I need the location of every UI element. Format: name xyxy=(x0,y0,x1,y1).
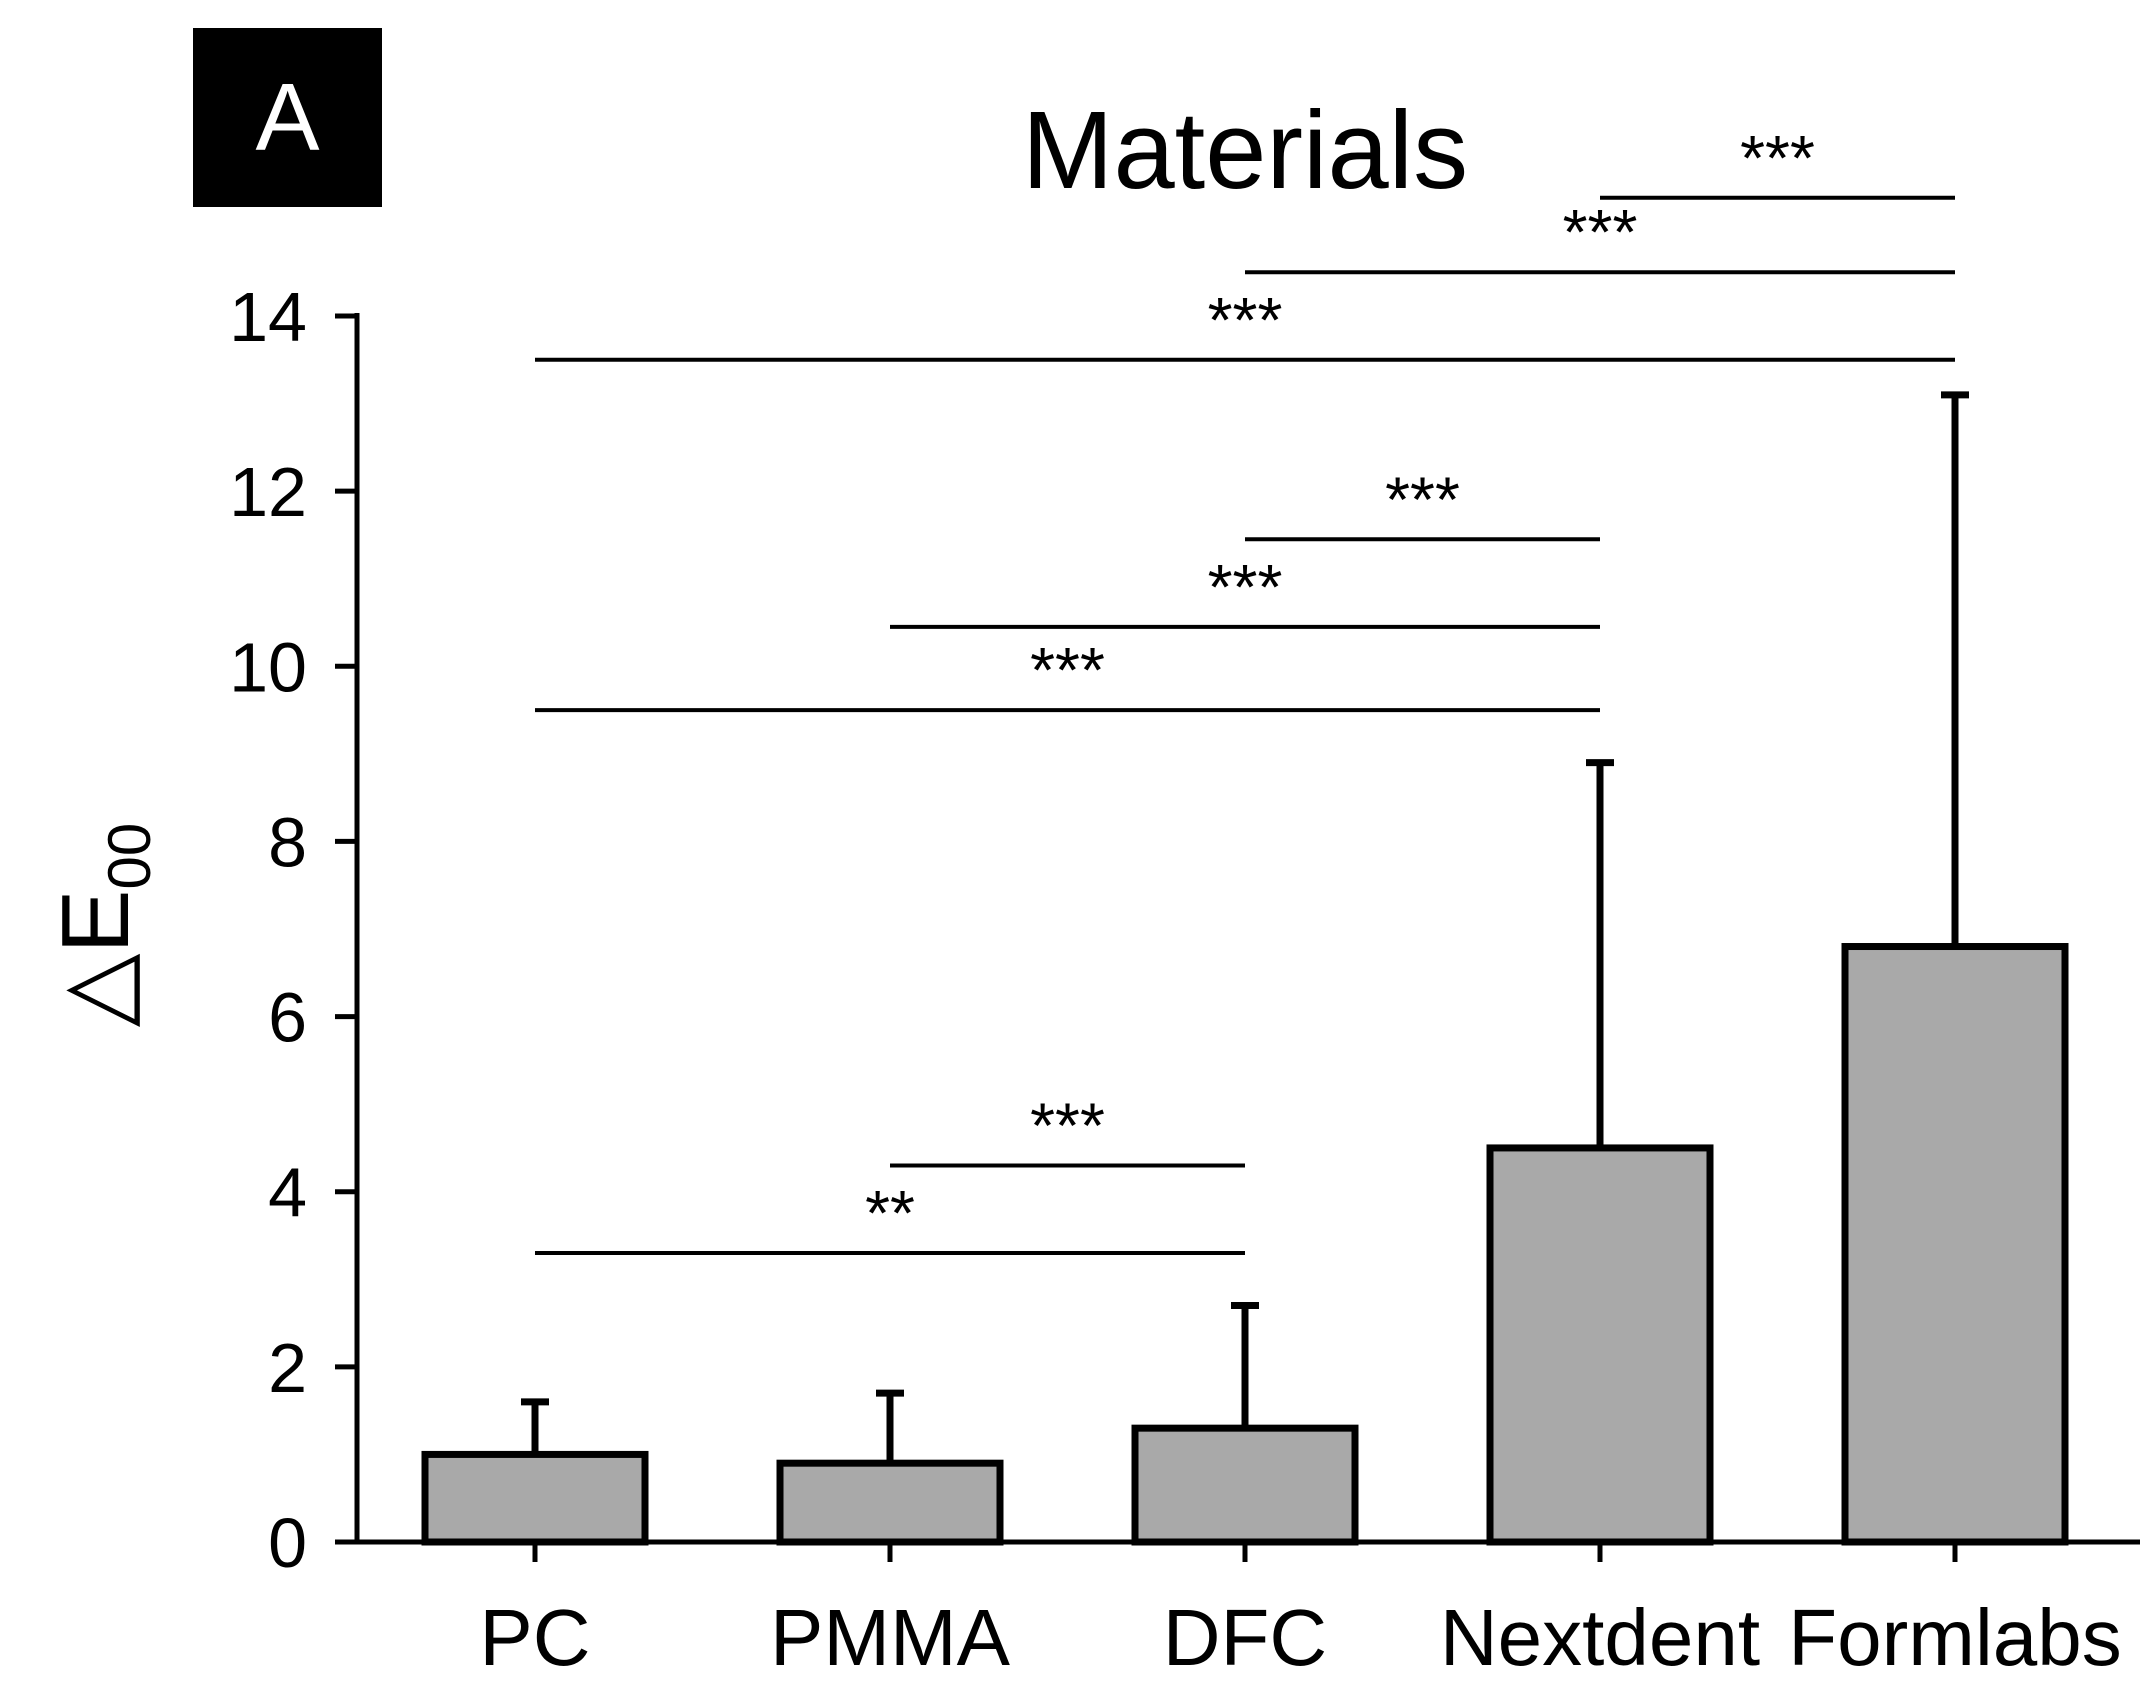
y-tick-label: 6 xyxy=(268,979,307,1057)
y-axis: 0 2 4 6 8 10 12 14 xyxy=(229,278,360,1582)
chart-title: Materials xyxy=(1022,89,1468,212)
y-axis-title: △E00 xyxy=(42,823,163,1028)
panel-label: A xyxy=(193,28,382,207)
error-bars xyxy=(521,391,1969,1464)
bar xyxy=(421,1450,649,1546)
x-axis: PC PMMA DFC Nextdent Formlabs xyxy=(335,1539,2140,1682)
significance-brackets: *********************** xyxy=(535,122,1955,1256)
y-axis-title-text: △E00 xyxy=(42,823,163,1028)
y-axis-title-main: △E xyxy=(42,889,149,1027)
bar xyxy=(1131,1424,1359,1546)
y-tick-label: 10 xyxy=(229,628,307,706)
significance-label: *** xyxy=(1740,122,1815,194)
bars xyxy=(421,943,2069,1546)
y-tick-label: 4 xyxy=(268,1154,307,1232)
y-tick-label: 0 xyxy=(268,1504,307,1582)
significance-label: *** xyxy=(1030,1089,1105,1161)
y-tick-label: 2 xyxy=(268,1329,307,1407)
significance-label: *** xyxy=(1563,196,1638,268)
significance-label: *** xyxy=(1030,634,1105,706)
y-tick-label: 12 xyxy=(229,453,307,531)
x-tick-label: PMMA xyxy=(770,1593,1011,1682)
x-tick-label: Nextdent xyxy=(1440,1593,1760,1682)
y-tick-label: 8 xyxy=(268,803,307,881)
bar xyxy=(776,1459,1004,1546)
bar xyxy=(1486,1144,1714,1546)
x-tick-label: PC xyxy=(479,1593,590,1682)
significance-label: *** xyxy=(1208,284,1283,356)
x-tick-label: Formlabs xyxy=(1788,1593,2121,1682)
significance-label: ** xyxy=(865,1177,915,1249)
y-axis-title-subscript: 00 xyxy=(96,823,163,890)
y-tick-label: 14 xyxy=(229,278,307,356)
x-tick-label: DFC xyxy=(1163,1593,1327,1682)
significance-label: *** xyxy=(1208,551,1283,623)
bar xyxy=(1841,943,2069,1546)
significance-label: *** xyxy=(1385,463,1460,535)
panel-label-text: A xyxy=(255,63,320,171)
